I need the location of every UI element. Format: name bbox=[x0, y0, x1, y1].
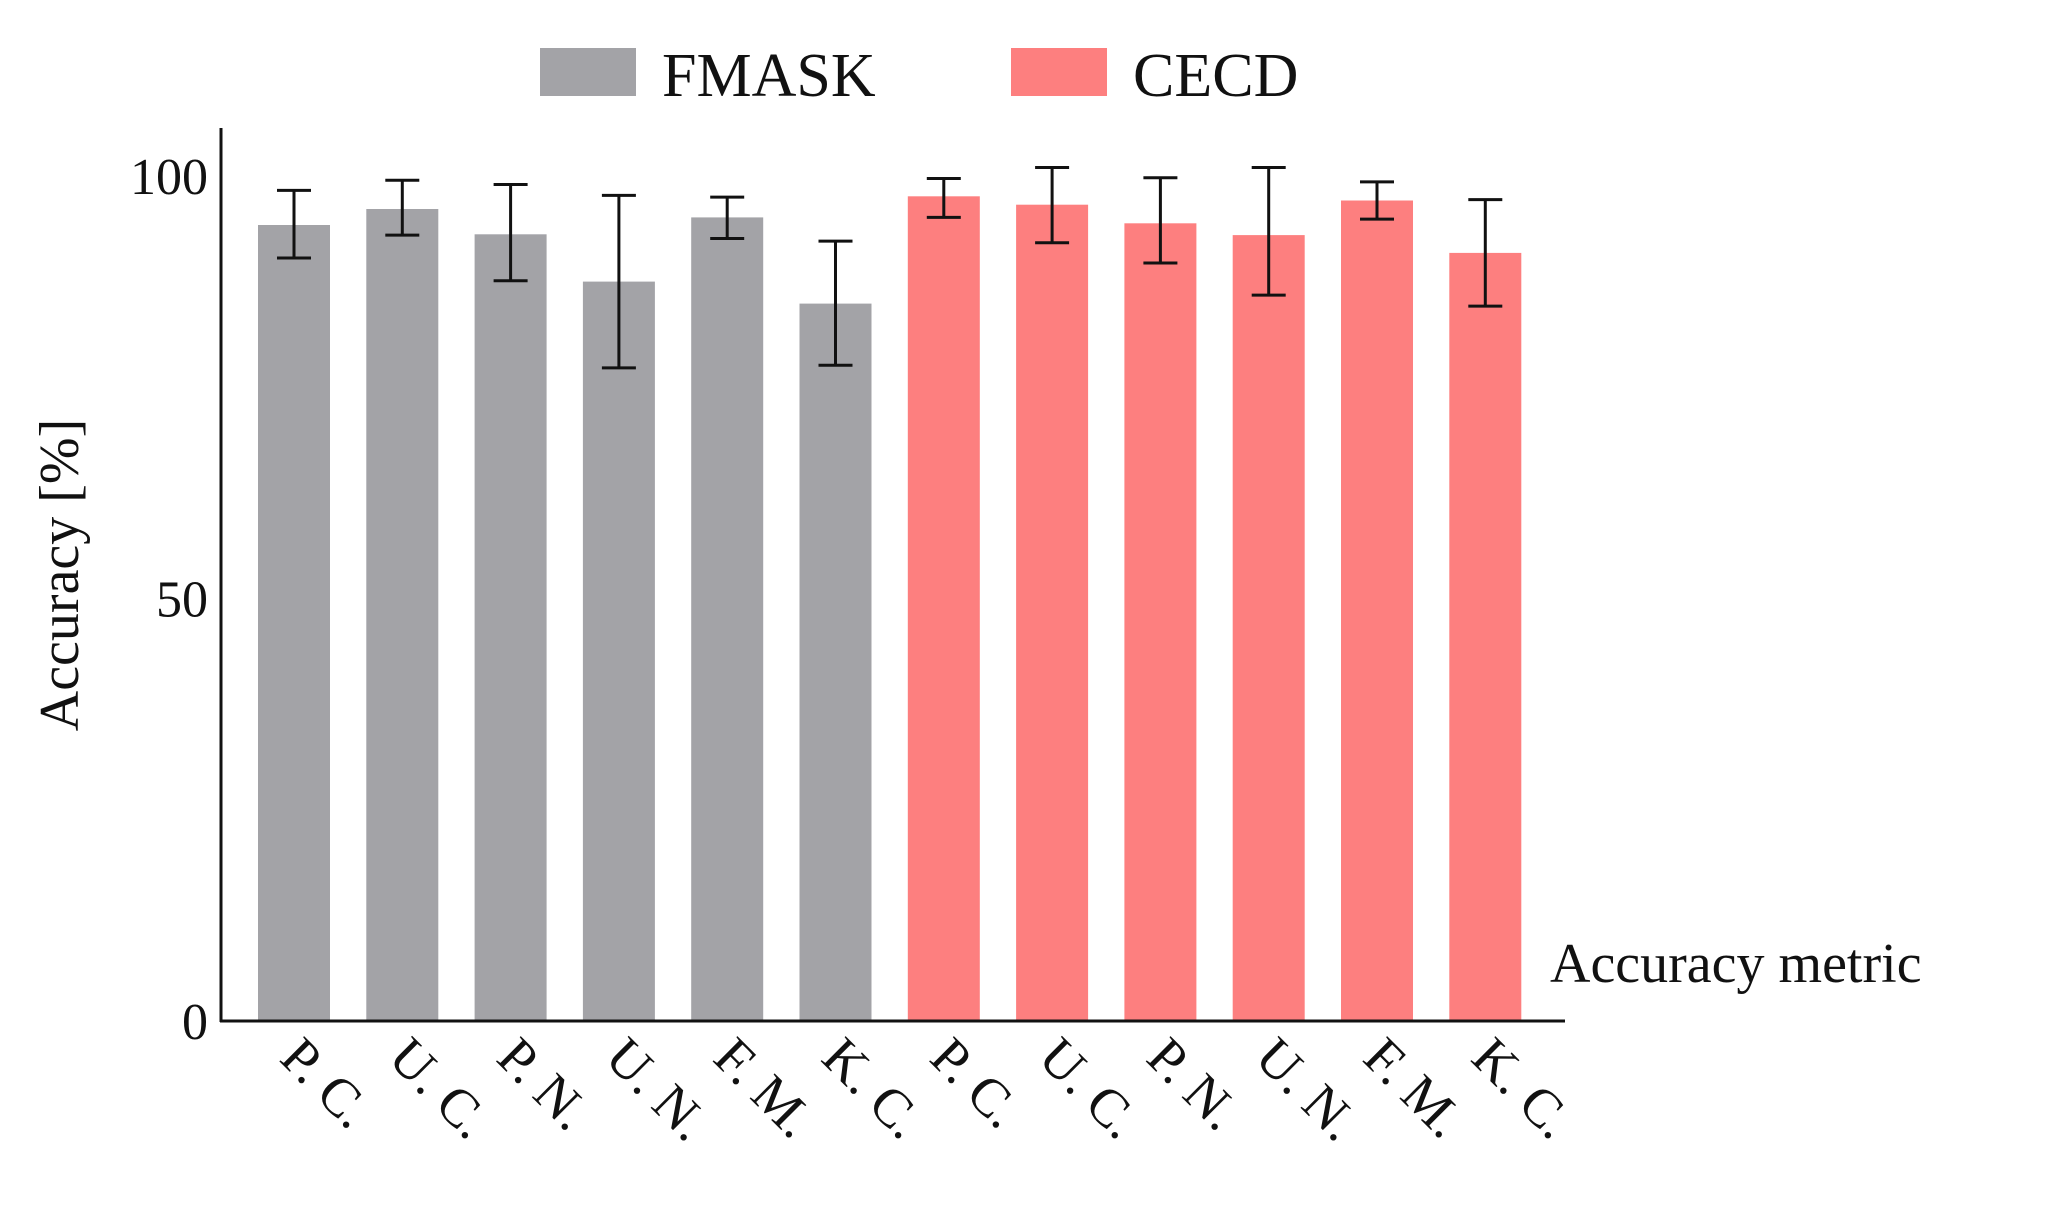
bar-fmask-2 bbox=[366, 209, 439, 1021]
bar-cecd-3 bbox=[1124, 223, 1197, 1022]
x-tick-label: P. C. bbox=[919, 1026, 1033, 1140]
x-tick-label: P. C. bbox=[270, 1026, 384, 1140]
legend: FMASK CECD bbox=[540, 42, 1298, 110]
x-tick-label: F. M. bbox=[703, 1026, 826, 1149]
bar-fmask-1 bbox=[258, 225, 330, 1021]
bar-cecd-1 bbox=[907, 196, 980, 1022]
error-bar-cecd-3 bbox=[1143, 176, 1178, 265]
error-bar-fmask-2 bbox=[385, 178, 420, 237]
error-bar-cecd-4 bbox=[1251, 166, 1286, 297]
error-bar-fmask-3 bbox=[493, 182, 528, 283]
error-bar-group bbox=[277, 166, 1503, 370]
x-tick-label: K. C. bbox=[811, 1026, 935, 1150]
bar-fmask-5 bbox=[691, 217, 764, 1021]
error-bar-fmask-5 bbox=[710, 195, 745, 241]
x-axis-title: Accuracy metric bbox=[1550, 933, 1922, 995]
bar-fmask-6 bbox=[799, 303, 872, 1022]
x-tick-label: U. N. bbox=[1244, 1026, 1370, 1152]
bar-fmask-4 bbox=[582, 281, 655, 1022]
legend-label-cecd: CECD bbox=[1133, 42, 1298, 110]
error-bar-cecd-5 bbox=[1360, 180, 1394, 221]
x-tick-label: K. C. bbox=[1461, 1026, 1585, 1150]
error-bar-cecd-6 bbox=[1468, 198, 1503, 308]
bar-cecd-6 bbox=[1449, 252, 1522, 1021]
error-bar-cecd-2 bbox=[1035, 166, 1070, 245]
bar-fmask-3 bbox=[474, 234, 547, 1022]
x-tick-label: P. N. bbox=[486, 1026, 602, 1142]
error-bar-cecd-1 bbox=[926, 177, 961, 219]
error-bar-fmask-6 bbox=[818, 239, 853, 367]
y-axis-title: Accuracy [%] bbox=[29, 419, 91, 731]
error-bar-fmask-4 bbox=[601, 193, 636, 370]
x-tick-label: P. N. bbox=[1136, 1026, 1252, 1142]
y-tick-label: 50 bbox=[156, 572, 208, 629]
x-tick-label: F. M. bbox=[1353, 1026, 1476, 1149]
bar-cecd-5 bbox=[1341, 200, 1413, 1021]
x-tick-label: U. N. bbox=[594, 1026, 720, 1152]
error-bar-fmask-1 bbox=[277, 188, 311, 260]
legend-label-fmask: FMASK bbox=[662, 42, 876, 110]
bar-cecd-4 bbox=[1232, 235, 1305, 1022]
x-tick-label: U. C. bbox=[378, 1026, 502, 1150]
legend-swatch-fmask bbox=[540, 48, 636, 96]
y-tick-label: 100 bbox=[130, 149, 208, 206]
y-tick-label: 0 bbox=[182, 994, 208, 1051]
bar-cecd-2 bbox=[1016, 204, 1089, 1021]
x-tick-label: U. C. bbox=[1028, 1026, 1152, 1150]
bar-group bbox=[258, 196, 1522, 1022]
legend-swatch-cecd bbox=[1011, 48, 1107, 96]
